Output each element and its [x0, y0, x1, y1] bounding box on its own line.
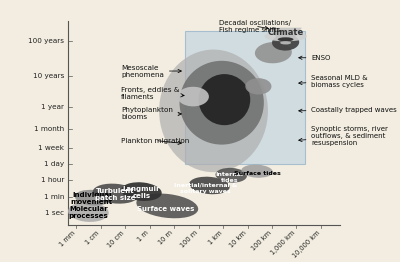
Text: Langmuir
cells: Langmuir cells	[123, 185, 160, 199]
Ellipse shape	[75, 190, 110, 206]
Text: 100 km: 100 km	[250, 230, 272, 252]
Text: Plankton migration: Plankton migration	[121, 138, 189, 145]
Bar	[185, 31, 305, 164]
Ellipse shape	[159, 50, 268, 172]
Ellipse shape	[180, 61, 264, 145]
Text: 1 day: 1 day	[44, 161, 64, 167]
Text: Synoptic storms, river
outflows, & sediment
resuspension: Synoptic storms, river outflows, & sedim…	[299, 127, 388, 146]
Text: 1 week: 1 week	[38, 145, 64, 151]
Text: 1 year: 1 year	[41, 104, 64, 110]
Ellipse shape	[93, 184, 138, 204]
Text: Internal
tides: Internal tides	[216, 172, 244, 183]
Text: 1 mm: 1 mm	[58, 230, 76, 247]
Ellipse shape	[189, 177, 230, 194]
Text: Inertial/internal &
solitary waves: Inertial/internal & solitary waves	[174, 183, 237, 194]
Ellipse shape	[264, 31, 307, 41]
Text: Mesoscale
phenomena: Mesoscale phenomena	[121, 64, 181, 78]
Text: 10 cm: 10 cm	[106, 230, 125, 248]
Ellipse shape	[177, 87, 209, 106]
Ellipse shape	[136, 194, 198, 218]
Ellipse shape	[121, 182, 162, 201]
Text: 1 min: 1 min	[44, 194, 64, 200]
Text: 100 m: 100 m	[179, 230, 198, 249]
Text: Decadal oscillations/
Fish regime shifts: Decadal oscillations/ Fish regime shifts	[219, 20, 291, 32]
Text: 1,000 km: 1,000 km	[270, 230, 296, 256]
Text: Climate: Climate	[268, 28, 304, 37]
Text: Surface tides: Surface tides	[234, 171, 280, 176]
Ellipse shape	[278, 37, 294, 41]
Text: 1 m: 1 m	[136, 230, 150, 243]
Ellipse shape	[216, 168, 247, 183]
Text: 10 km: 10 km	[228, 230, 248, 248]
Text: ENSO: ENSO	[299, 55, 331, 61]
Text: Surface waves: Surface waves	[137, 206, 195, 211]
Ellipse shape	[241, 165, 273, 178]
Text: 1 km: 1 km	[207, 230, 223, 245]
Ellipse shape	[255, 42, 292, 63]
Polygon shape	[269, 28, 302, 38]
Text: 1 month: 1 month	[34, 126, 64, 132]
Ellipse shape	[280, 41, 291, 45]
Ellipse shape	[245, 78, 272, 95]
Text: 1 hour: 1 hour	[40, 177, 64, 183]
Text: 10 m: 10 m	[158, 230, 174, 246]
Text: 1 cm: 1 cm	[85, 230, 101, 245]
Ellipse shape	[68, 202, 109, 222]
Text: 100 years: 100 years	[28, 39, 64, 44]
Text: 10 years: 10 years	[32, 73, 64, 79]
Text: Molecular
processes: Molecular processes	[68, 206, 108, 219]
Text: Phytoplankton
blooms: Phytoplankton blooms	[121, 107, 181, 121]
Text: 1 sec: 1 sec	[45, 210, 64, 216]
Text: Seasonal MLD &
biomass cycles: Seasonal MLD & biomass cycles	[299, 75, 368, 88]
Text: Fronts, eddies &
filaments: Fronts, eddies & filaments	[121, 87, 184, 100]
Text: 10,000 km: 10,000 km	[292, 230, 321, 259]
Text: Coastally trapped waves: Coastally trapped waves	[299, 107, 397, 113]
Text: Turbulent
patch size: Turbulent patch size	[95, 188, 136, 200]
Ellipse shape	[272, 34, 299, 51]
Text: Analysis of multiple
Ocean Time Series: Analysis of multiple Ocean Time Series	[84, 0, 215, 1]
Ellipse shape	[198, 74, 250, 125]
Text: Individual
movement: Individual movement	[71, 192, 113, 205]
